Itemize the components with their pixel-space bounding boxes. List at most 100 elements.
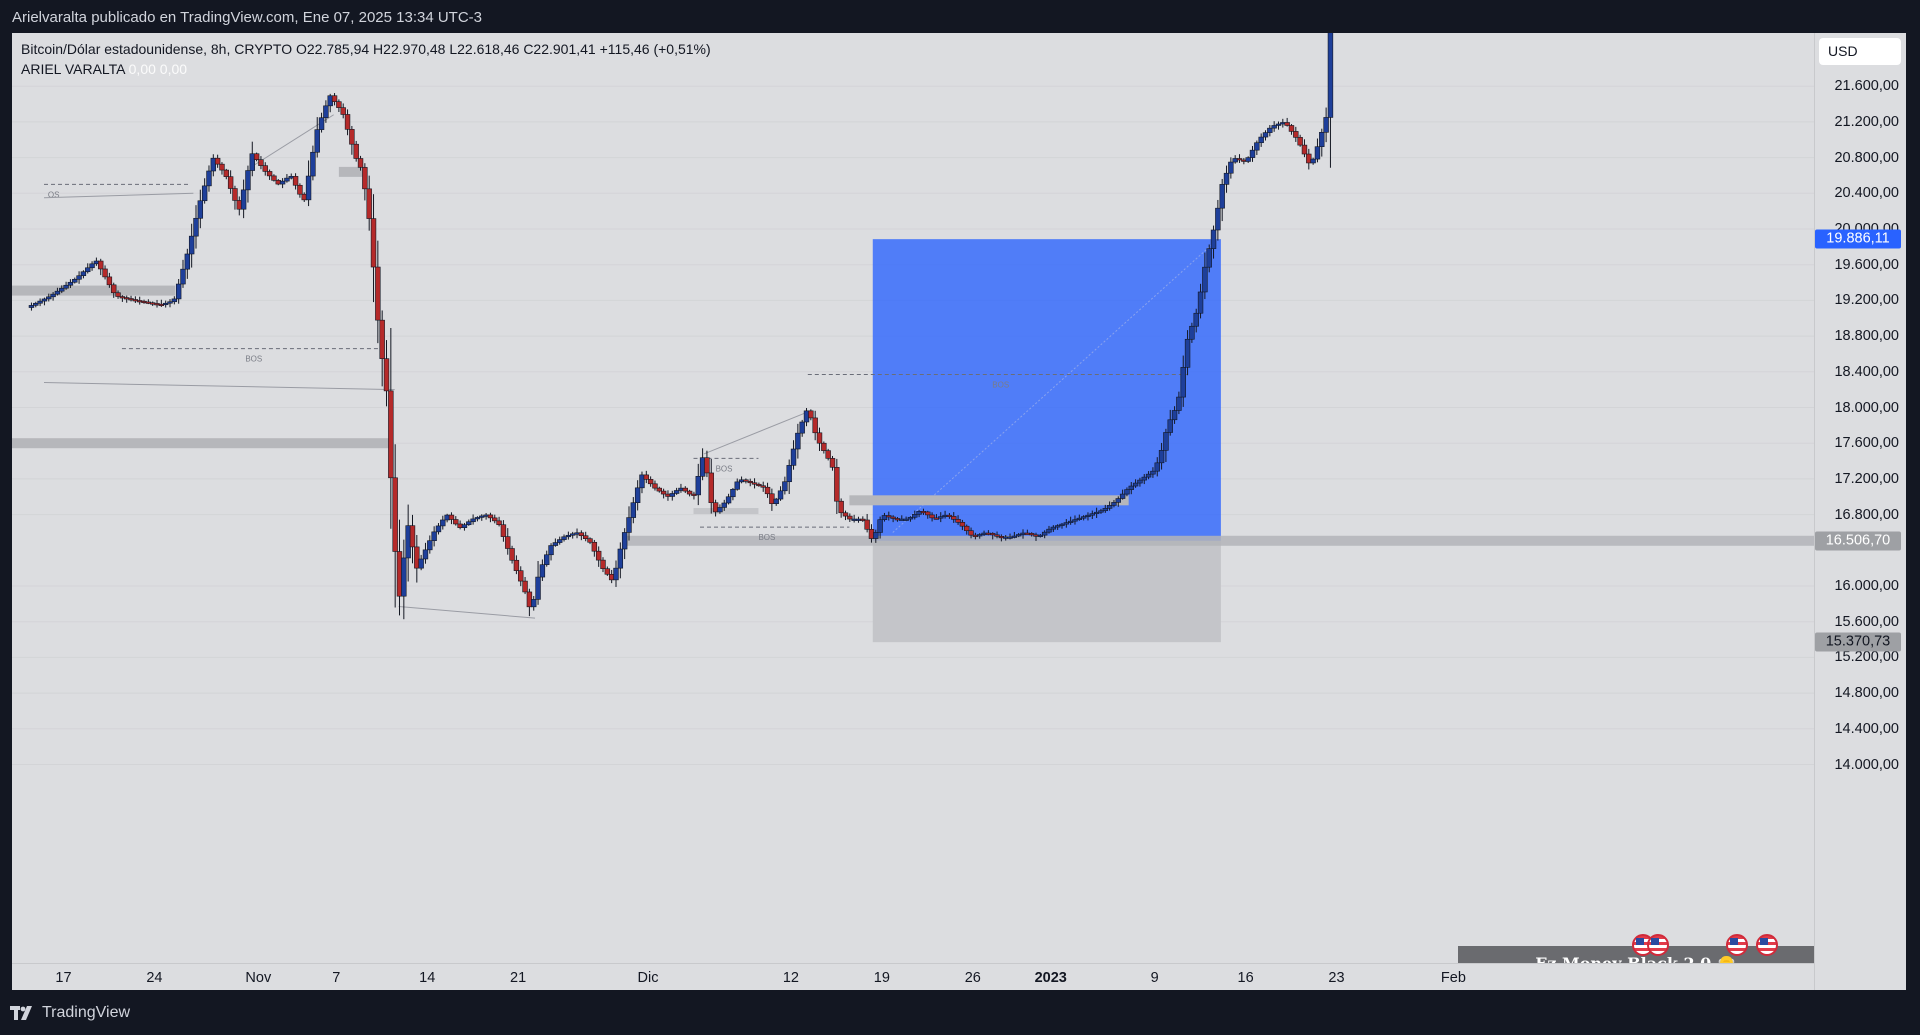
price-axis-label: 17.200,00 bbox=[1834, 470, 1899, 487]
candle-up bbox=[1176, 396, 1182, 411]
candle-up bbox=[175, 283, 182, 300]
candle-down bbox=[842, 512, 849, 517]
price-axis-label: 15.600,00 bbox=[1834, 613, 1899, 630]
candle-up bbox=[184, 253, 191, 270]
candle-down bbox=[518, 570, 524, 582]
supply-zone-bar bbox=[849, 495, 1129, 506]
candle-up bbox=[1254, 142, 1260, 151]
candle-up bbox=[721, 502, 727, 508]
candle-up bbox=[1319, 132, 1325, 147]
candle-down bbox=[362, 167, 368, 190]
candle-up bbox=[977, 534, 983, 537]
candle-up bbox=[1037, 534, 1044, 537]
tradingview-logo[interactable]: TradingView bbox=[10, 1004, 130, 1022]
stop-zone bbox=[872, 540, 1221, 643]
entry-price-tag: 16.506,70 bbox=[1815, 531, 1901, 551]
candle-up bbox=[323, 105, 329, 119]
candle-up bbox=[1258, 136, 1264, 144]
candle-up bbox=[1041, 531, 1048, 536]
entry-zone-bar bbox=[624, 535, 1814, 546]
price-change: +115,46 (+0,51%) bbox=[599, 41, 711, 57]
candle-up bbox=[466, 521, 472, 526]
us-flag-icon[interactable] bbox=[1647, 934, 1669, 956]
candle-down bbox=[834, 466, 840, 502]
candle-up bbox=[284, 177, 290, 182]
candle-down bbox=[115, 292, 121, 297]
time-axis-label: 7 bbox=[332, 970, 341, 986]
candle-up bbox=[46, 296, 52, 300]
candle-up bbox=[1063, 522, 1070, 525]
candle-down bbox=[595, 550, 602, 561]
candle-up bbox=[938, 516, 944, 519]
candle-down bbox=[864, 519, 870, 530]
candle-up bbox=[401, 557, 407, 597]
candle-up bbox=[613, 567, 619, 581]
candle-down bbox=[643, 474, 650, 480]
price-axis-label: 18.800,00 bbox=[1834, 328, 1899, 345]
candle-up bbox=[80, 271, 87, 277]
price-axis-label: 18.000,00 bbox=[1834, 399, 1899, 416]
us-flag-icon[interactable] bbox=[1756, 934, 1778, 956]
candle-down bbox=[258, 159, 264, 166]
candle-down bbox=[990, 533, 996, 536]
candle-down bbox=[266, 171, 273, 177]
candle-down bbox=[253, 153, 260, 160]
candle-down bbox=[340, 107, 346, 115]
candle-down bbox=[271, 175, 277, 181]
candle-up bbox=[318, 117, 325, 130]
candle-down bbox=[925, 511, 931, 516]
candle-down bbox=[582, 535, 589, 539]
candle-up bbox=[552, 542, 559, 546]
candle-down bbox=[933, 517, 940, 520]
candle-down bbox=[959, 522, 966, 527]
candle-down bbox=[409, 525, 416, 548]
currency-button[interactable]: USD bbox=[1819, 38, 1901, 65]
candle-up bbox=[1193, 312, 1199, 327]
candle-up bbox=[1163, 432, 1169, 451]
candle-up bbox=[777, 490, 784, 500]
candle-down bbox=[414, 546, 420, 569]
supply-zone-bar bbox=[12, 285, 176, 296]
candle-up bbox=[427, 540, 433, 551]
candle-up bbox=[435, 525, 442, 533]
time-axis[interactable]: 17 24 Nov 7 14 21 Dic 12 19 26 2023 9 16 23 Feb bbox=[12, 963, 1814, 991]
candle-up bbox=[531, 599, 537, 608]
candle-down bbox=[379, 319, 385, 359]
footer-brand: TradingView bbox=[42, 1004, 131, 1021]
candle-up bbox=[63, 284, 69, 289]
publisher-line: Arielvaralta publicado en TradingView.co… bbox=[12, 9, 483, 26]
us-flag-icon[interactable] bbox=[1726, 934, 1748, 956]
candle-down bbox=[578, 532, 585, 537]
candle-up bbox=[790, 448, 797, 466]
price-axis-label: 15.200,00 bbox=[1834, 649, 1899, 666]
candle-up bbox=[171, 298, 178, 303]
candle-up bbox=[782, 481, 788, 492]
candle-up bbox=[565, 534, 572, 538]
time-axis-label: 24 bbox=[146, 970, 163, 986]
candle-down bbox=[370, 218, 377, 268]
trend-line bbox=[398, 606, 536, 619]
candle-down bbox=[353, 143, 359, 159]
trend-line bbox=[703, 411, 809, 455]
candle-up bbox=[310, 151, 316, 177]
footer-bar: TradingView bbox=[0, 990, 1920, 1035]
candle-up bbox=[206, 170, 212, 187]
candle-down bbox=[392, 477, 398, 552]
candle-up bbox=[1271, 125, 1277, 129]
candle-up bbox=[1102, 508, 1108, 512]
chart-plot-area[interactable]: OS BOS BOS BOS BOS Bitcoin/Dólar estadounide… bbox=[12, 33, 1814, 990]
candle-down bbox=[821, 442, 827, 451]
candle-up bbox=[418, 558, 424, 569]
candle-down bbox=[223, 169, 229, 177]
candle-down bbox=[829, 458, 836, 468]
candle-up bbox=[474, 517, 481, 520]
candlestick-chart[interactable]: OS BOS BOS BOS BOS bbox=[12, 33, 1814, 990]
candle-up bbox=[1202, 266, 1208, 293]
price-axis[interactable]: 14.000,00 14.400,00 14.800,00 15.200,00 15.6… bbox=[1814, 33, 1907, 990]
candle-up bbox=[1262, 132, 1269, 138]
candle-down bbox=[704, 457, 710, 474]
indicator-legend[interactable]: ARIEL VARALTA 0,00 0,00 bbox=[21, 61, 187, 77]
candle-down bbox=[500, 524, 507, 537]
candle-up bbox=[881, 515, 888, 520]
candle-down bbox=[1284, 122, 1290, 126]
